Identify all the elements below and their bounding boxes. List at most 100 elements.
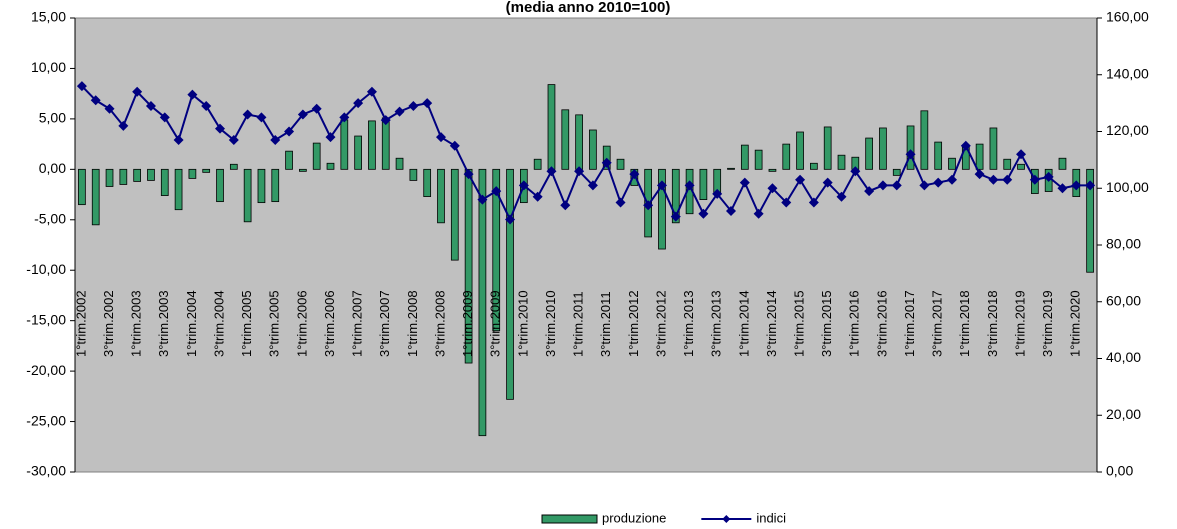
y2-tick-label: 0,00 — [1106, 463, 1133, 479]
bar — [810, 162, 818, 170]
line-marker — [90, 95, 101, 106]
x-tick-label: 1°trim.2012 — [626, 290, 641, 357]
bar — [823, 126, 832, 170]
x-tick-label: 1°trim.2008 — [405, 290, 420, 357]
bar — [1017, 163, 1025, 170]
bar — [892, 168, 901, 176]
line-marker — [643, 200, 654, 211]
y2-tick-label: 60,00 — [1106, 292, 1141, 308]
y-tick-label: 15,00 — [31, 9, 66, 25]
line-marker — [284, 126, 295, 137]
y2-tick-label: 20,00 — [1106, 406, 1141, 422]
bar — [934, 141, 943, 170]
line-marker — [339, 112, 350, 123]
y-tick-label: -30,00 — [26, 463, 66, 479]
line-marker — [145, 100, 156, 111]
x-tick-label: 1°trim.2015 — [792, 290, 807, 357]
line-marker — [919, 180, 930, 191]
x-tick-label: 1°trim.2016 — [847, 290, 862, 357]
line-marker — [739, 177, 750, 188]
bar — [340, 119, 349, 170]
bar — [160, 168, 169, 196]
bar — [91, 168, 100, 226]
line-marker — [505, 214, 516, 225]
bar — [105, 168, 114, 187]
line-marker — [684, 180, 695, 191]
line-marker — [311, 103, 322, 114]
line-marker — [1071, 180, 1082, 191]
y2-tick-label: 100,00 — [1106, 179, 1149, 195]
bar — [975, 143, 984, 170]
line-marker — [988, 174, 999, 185]
bar — [561, 109, 570, 170]
x-tick-label: 1°trim.2002 — [73, 290, 88, 357]
line-marker — [1029, 174, 1040, 185]
line-marker — [297, 109, 308, 120]
line-marker — [808, 197, 819, 208]
line-marker — [546, 166, 557, 177]
bar — [285, 150, 293, 170]
x-tick-label: 3°trim.2011 — [598, 291, 613, 357]
line-marker — [560, 200, 571, 211]
line-marker — [201, 100, 212, 111]
bar — [312, 142, 321, 170]
bar — [229, 163, 238, 170]
bar — [271, 168, 280, 203]
line-marker — [1057, 183, 1068, 194]
line-marker — [104, 103, 115, 114]
x-tick-label: 3°trim.2009 — [488, 290, 503, 357]
line-marker — [795, 174, 806, 185]
bar — [1058, 157, 1067, 170]
bar — [257, 168, 266, 204]
bar — [409, 168, 418, 181]
line-marker — [587, 180, 598, 191]
bar — [754, 149, 763, 170]
bar — [133, 168, 142, 182]
x-tick-label: 3°trim.2003 — [156, 290, 171, 357]
x-tick-label: 3°trim.2013 — [709, 290, 724, 357]
x-tick-label: 3°trim.2012 — [653, 290, 668, 357]
y-tick-label: 10,00 — [31, 59, 66, 75]
x-tick-label: 1°trim.2019 — [1012, 290, 1027, 357]
line-marker — [960, 140, 971, 151]
bar — [354, 135, 362, 170]
bar — [492, 168, 501, 332]
bar — [782, 143, 791, 170]
bar — [202, 168, 211, 173]
x-tick-label: 1°trim.2009 — [460, 290, 475, 357]
plot-area — [74, 17, 1098, 473]
line-marker — [380, 115, 391, 126]
bar — [450, 168, 459, 261]
line-marker — [270, 135, 281, 146]
x-tick-label: 3°trim.2008 — [432, 290, 447, 357]
bar — [740, 144, 749, 170]
x-tick-label: 3°trim.2006 — [322, 290, 337, 357]
line-marker — [435, 132, 446, 143]
line-marker — [698, 208, 709, 219]
x-tick-label: 1°trim.2018 — [957, 290, 972, 357]
x-tick-label: 3°trim.2007 — [377, 290, 392, 357]
line-marker — [76, 81, 87, 92]
bar — [547, 84, 556, 170]
line-marker — [656, 180, 667, 191]
x-tick-label: 1°trim.2004 — [184, 290, 199, 357]
legend-swatch — [541, 514, 598, 524]
line-marker — [1016, 149, 1027, 160]
line-marker — [256, 112, 267, 123]
line-marker — [574, 166, 585, 177]
line-marker — [1002, 174, 1013, 185]
bar — [768, 168, 777, 172]
x-tick-label: 1°trim.2003 — [129, 290, 144, 357]
line-marker — [325, 132, 336, 143]
y2-tick-label: 40,00 — [1106, 349, 1141, 365]
x-tick-label: 3°trim.2017 — [930, 290, 945, 357]
line-marker — [877, 180, 888, 191]
line-marker — [946, 174, 957, 185]
x-tick-label: 1°trim.2017 — [902, 290, 917, 357]
bar — [243, 168, 252, 223]
x-tick-label: 1°trim.2007 — [350, 290, 365, 357]
x-tick-label: 1°trim.2005 — [239, 290, 254, 357]
y-tick-label: -15,00 — [26, 311, 66, 327]
line-marker — [173, 135, 184, 146]
legend-label: produzione — [602, 510, 666, 525]
